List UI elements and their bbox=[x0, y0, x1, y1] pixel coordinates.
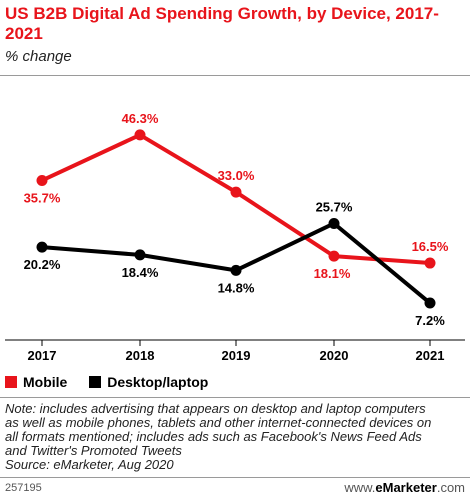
chart-id: 257195 bbox=[5, 482, 42, 494]
data-point-desktop-laptop-2020 bbox=[328, 217, 340, 229]
x-tick-label-2017: 2017 bbox=[28, 348, 57, 363]
source-line: Source: eMarketer, Aug 2020 bbox=[5, 457, 174, 472]
data-point-mobile-2019 bbox=[230, 186, 242, 198]
data-point-desktop-laptop-2019 bbox=[230, 264, 242, 276]
data-label-mobile-2020: 18.1% bbox=[314, 266, 351, 281]
x-tick-label-2020: 2020 bbox=[320, 348, 349, 363]
note-line-2: as well as mobile phones, tablets and ot… bbox=[5, 415, 432, 430]
data-label-mobile-2021: 16.5% bbox=[412, 239, 449, 254]
legend-swatch-mobile bbox=[5, 376, 17, 388]
data-point-mobile-2021 bbox=[424, 257, 436, 269]
series-line-mobile bbox=[41, 132, 431, 266]
data-label-desktop-laptop-2018: 18.4% bbox=[122, 265, 159, 280]
data-point-mobile-2017 bbox=[36, 174, 48, 186]
chart-subtitle: % change bbox=[5, 48, 72, 65]
data-label-mobile-2018: 46.3% bbox=[122, 111, 159, 126]
data-label-desktop-laptop-2017: 20.2% bbox=[24, 257, 61, 272]
legend-swatch-desktop bbox=[89, 376, 102, 388]
legend-label-desktop: Desktop/laptop bbox=[107, 374, 209, 390]
data-label-desktop-laptop-2020: 25.7% bbox=[316, 199, 353, 214]
data-label-mobile-2017: 35.7% bbox=[24, 190, 61, 205]
data-label-desktop-laptop-2021: 7.2% bbox=[415, 313, 445, 328]
legend-label-mobile: Mobile bbox=[23, 374, 68, 390]
legend-item-mobile: Mobile bbox=[5, 374, 67, 390]
top-divider bbox=[0, 75, 470, 76]
line-chart: 2017 2018 2019 2020 2021 35.7% 46.3% 33.0% 18.1%… bbox=[5, 111, 465, 363]
data-point-desktop-laptop-2018 bbox=[134, 249, 146, 261]
note-line-4: and Twitter's Promoted Tweets bbox=[5, 443, 182, 458]
data-point-mobile-2018 bbox=[134, 129, 146, 141]
note-line-3: all formats mentioned; includes ads such… bbox=[5, 429, 422, 444]
notes-divider bbox=[0, 397, 470, 398]
data-point-mobile-2020 bbox=[328, 250, 340, 262]
data-label-mobile-2019: 33.0% bbox=[218, 168, 255, 183]
data-point-desktop-laptop-2021 bbox=[424, 297, 436, 309]
x-tick-label-2019: 2019 bbox=[222, 348, 251, 363]
data-point-desktop-laptop-2017 bbox=[36, 241, 48, 253]
brand-logo: www.eMarketer.com bbox=[344, 480, 465, 495]
legend: Mobile Desktop/laptop bbox=[5, 374, 226, 391]
note-line-1: Note: includes advertising that appears … bbox=[5, 401, 426, 416]
chart-title: US B2B Digital Ad Spending Growth, by De… bbox=[5, 4, 439, 43]
footer-divider bbox=[0, 477, 470, 478]
x-tick-label-2018: 2018 bbox=[126, 348, 155, 363]
data-label-desktop-laptop-2019: 14.8% bbox=[218, 280, 255, 295]
x-tick-label-2021: 2021 bbox=[416, 348, 445, 363]
legend-item-desktop: Desktop/laptop bbox=[89, 374, 208, 390]
chart-notes: Note: includes advertising that appears … bbox=[5, 402, 467, 472]
